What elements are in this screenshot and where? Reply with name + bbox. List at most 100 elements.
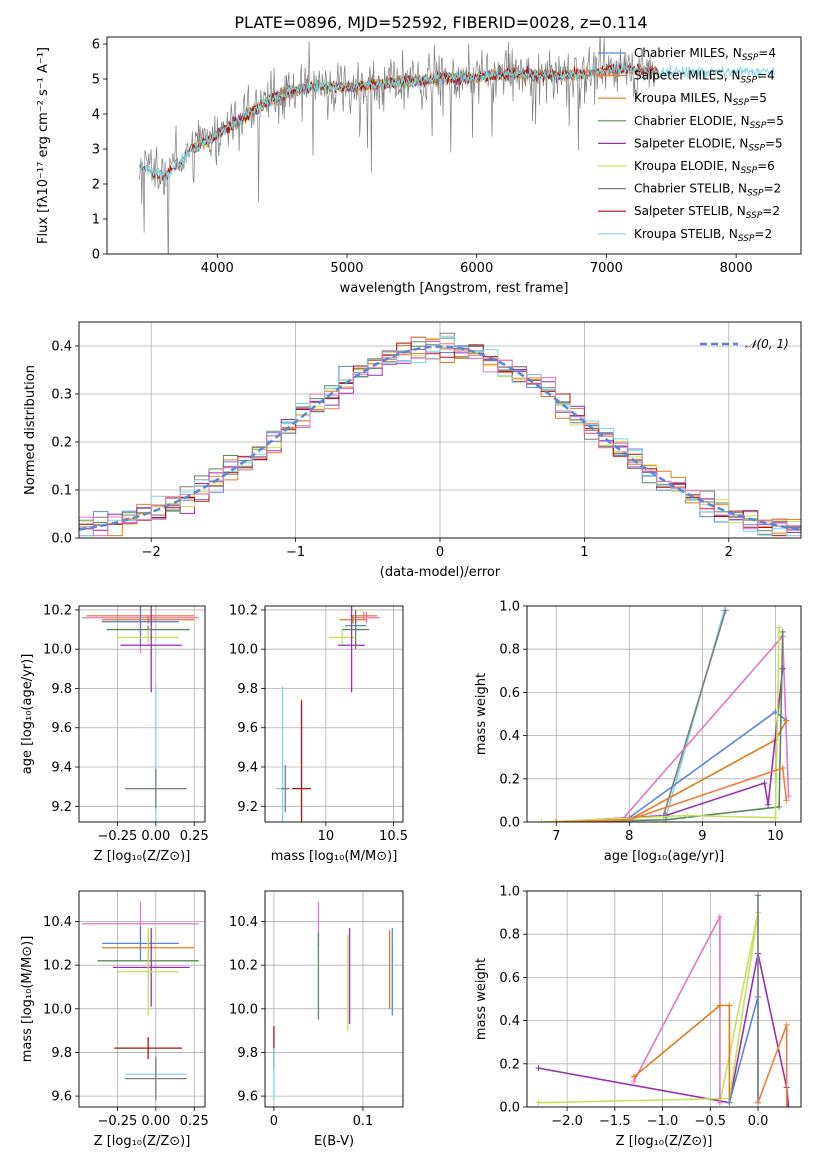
weight_vs_Z-xlabel: Z [log₁₀(Z/Z⊙)]: [616, 1134, 713, 1149]
age_vs_Z-ytick-label: 9.6: [51, 721, 72, 736]
residuals-xtick-label: 1: [580, 545, 588, 560]
age_vs_mass-xtick-label: 10: [318, 829, 335, 844]
age_vs_Z-xtick-label: −0.25: [97, 829, 137, 844]
residuals-ytick-label: 0.4: [51, 340, 72, 355]
weight_vs_age-ylabel: mass weight: [474, 673, 489, 755]
residuals-ylabel: Normed distribution: [23, 365, 38, 495]
weight_vs_Z-ytick-label: 0.2: [499, 1057, 520, 1072]
weight_vs_age-point-marker: [783, 797, 790, 804]
weight_vs_Z-frame: [526, 890, 802, 1108]
legend-label: Chabrier ELODIE, NSSP=5: [634, 114, 784, 131]
weight_vs_Z-point-marker: [785, 1104, 792, 1107]
age_vs_Z-plot-area: [82, 606, 199, 822]
residuals-xtick-label: 0: [436, 545, 444, 560]
mass_vs_Z-ytick-label: 9.8: [51, 1046, 72, 1061]
mass_vs_Z-ylabel: mass [log₁₀(M/M⊙)]: [20, 936, 35, 1063]
spectrum-ytick-label: 3: [92, 143, 100, 158]
weight_vs_age-series-line: [556, 668, 784, 822]
spectrum-xtick-label: 8000: [720, 261, 753, 276]
age_vs_Z-ytick-label: 10.2: [43, 603, 72, 618]
spectrum-ytick-label: 4: [92, 108, 100, 123]
legend-label: Kroupa MILES, NSSP=5: [634, 91, 767, 108]
age_vs_Z-ytick-label: 10.0: [43, 643, 72, 658]
age_vs_mass-ytick-label: 9.6: [237, 721, 258, 736]
age_vs_mass-ytick-label: 9.2: [237, 800, 258, 815]
weight_vs_age-point-marker: [684, 812, 691, 819]
weight_vs_age-ytick-label: 0.4: [499, 729, 520, 744]
weight_vs_Z-point-marker: [755, 892, 762, 899]
residuals-ytick-label: 0.0: [51, 532, 72, 547]
residuals-ytick-label: 0.1: [51, 484, 72, 499]
legend-label: 𝒩(0, 1): [745, 337, 789, 351]
weight_vs_Z-series-line: [728, 996, 759, 1103]
mass_vs_ebv-ytick-label: 9.6: [237, 1090, 258, 1105]
weight_vs_age-xtick-label: 9: [698, 829, 706, 844]
weight_vs_age-plot-area: [538, 607, 792, 822]
residuals-xtick-label: 2: [725, 545, 733, 560]
weight_vs_Z-xtick-label: −1.5: [599, 1114, 631, 1129]
weight_vs_age-point-marker: [553, 819, 560, 822]
age_vs_mass-plot-area: [275, 606, 380, 822]
residuals-frame: [78, 321, 802, 539]
weight_vs_age-xtick-label: 8: [625, 829, 633, 844]
weight_vs_Z-ylabel: mass weight: [474, 958, 489, 1040]
age_vs_mass-xlabel: mass [log₁₀(M/M⊙)]: [271, 849, 398, 864]
weight_vs_age-point-marker: [779, 765, 786, 771]
residuals-ytick-label: 0.3: [51, 388, 72, 403]
weight_vs_Z-xtick-label: −2.0: [551, 1114, 583, 1129]
weight_vs_age-point-marker: [722, 607, 729, 614]
age_vs_Z-xtick-label: 0.00: [141, 829, 170, 844]
weight_vs_age-frame: [526, 605, 802, 823]
spectrum-ytick-label: 0: [92, 248, 100, 263]
weight_vs_age-series-line: [541, 627, 780, 822]
mass_vs_Z-xtick-label: 0.00: [141, 1114, 170, 1129]
weight_vs_Z-point-marker: [535, 1065, 542, 1072]
residuals-ytick-label: 0.2: [51, 436, 72, 451]
weight_vs_age-point-marker: [538, 819, 545, 822]
mass_vs_Z-ytick-label: 9.6: [51, 1090, 72, 1105]
spectrum-xtick-label: 4000: [201, 261, 234, 276]
weight_vs_Z-series-line: [633, 1004, 731, 1103]
chart-title: PLATE=0896, MJD=52592, FIBERID=0028, z=0…: [234, 13, 647, 32]
mass_vs_ebv-frame: [264, 890, 404, 1108]
spectrum-xtick-label: 6000: [460, 261, 493, 276]
mass_vs_Z-ytick-label: 10.4: [43, 915, 72, 930]
mass_vs_Z-xlabel: Z [log₁₀(Z/Z⊙)]: [94, 1134, 191, 1149]
weight_vs_age-point-marker: [783, 717, 790, 724]
legend-label: Kroupa STELIB, NSSP=2: [634, 227, 772, 244]
weight_vs_age-series-line: [662, 610, 727, 816]
residuals-xtick-label: −1: [286, 545, 305, 560]
weight_vs_Z-ytick-label: 0.6: [499, 971, 520, 986]
weight_vs_Z-series-line: [538, 953, 790, 1107]
age_vs_Z-ytick-label: 9.8: [51, 682, 72, 697]
spectrum-ytick-label: 6: [92, 38, 100, 53]
residuals-xlabel: (data-model)/error: [380, 565, 501, 580]
spectrum-ylabel: Flux [fλ10⁻¹⁷ erg cm⁻² s⁻¹ A⁻¹]: [36, 47, 51, 244]
weight_vs_age-xtick-label: 7: [552, 829, 560, 844]
legend-label: Salpeter STELIB, NSSP=2: [634, 204, 780, 221]
weight_vs_Z-ytick-label: 0.4: [499, 1014, 520, 1029]
legend-label: Chabrier STELIB, NSSP=2: [634, 182, 781, 199]
weight_vs_age-point-marker: [776, 803, 783, 810]
weight_vs_Z-ytick-label: 0.8: [499, 928, 520, 943]
weight_vs_Z-xtick-label: 0.0: [748, 1114, 769, 1129]
weight_vs_Z-plot-area: [535, 892, 792, 1107]
weight_vs_Z-point-marker: [535, 1099, 542, 1106]
weight_vs_age-xlabel: age [log₁₀(age/yr)]: [604, 849, 725, 864]
spectrum-ytick-label: 2: [92, 178, 100, 193]
residuals-xtick-label: −2: [142, 545, 161, 560]
mass_vs_Z-xtick-label: −0.25: [97, 1114, 137, 1129]
mass_vs_ebv-plot-area: [273, 901, 393, 1101]
mass_vs_ebv-ytick-label: 10.0: [229, 1002, 258, 1017]
weight_vs_age-point-marker: [779, 628, 786, 635]
weight_vs_Z-point-marker: [726, 1099, 733, 1106]
weight_vs_age-point-marker: [776, 624, 783, 631]
weight_vs_Z-point-marker: [755, 1099, 762, 1106]
weight_vs_Z-point-marker: [716, 913, 723, 920]
mass_vs_Z-ytick-label: 10.0: [43, 1002, 72, 1017]
age_vs_Z-xlabel: Z [log₁₀(Z/Z⊙)]: [94, 849, 191, 864]
mass_vs_ebv-ytick-label: 10.2: [229, 959, 258, 974]
weight_vs_Z-series-line: [538, 912, 759, 1104]
age_vs_Z-xtick-label: 0.25: [180, 829, 209, 844]
